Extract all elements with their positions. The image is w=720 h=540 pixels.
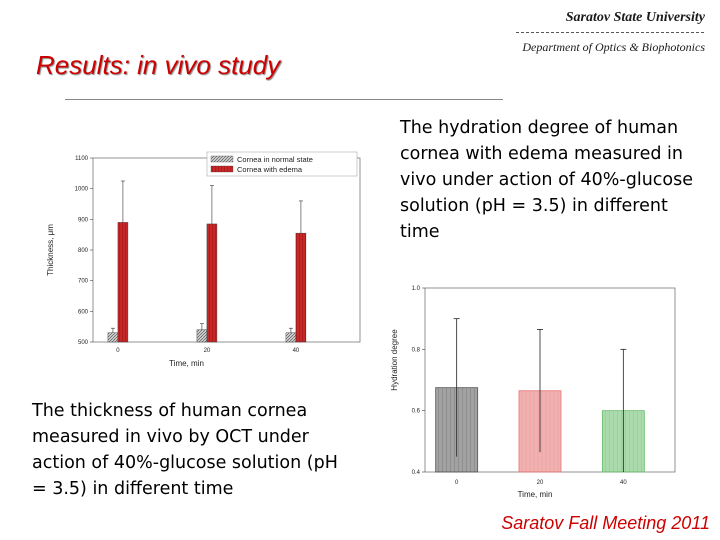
legend-label: Cornea with edema	[237, 165, 303, 174]
y-tick-label: 600	[78, 309, 89, 315]
department-name: Department of Optics & Biophotonics	[522, 40, 705, 54]
x-tick-label: 20	[537, 480, 544, 486]
header-divider	[516, 32, 704, 33]
bar-normal	[196, 329, 208, 343]
title-underline	[65, 99, 503, 100]
x-axis-label: Time, min	[169, 359, 204, 368]
x-tick-label: 40	[620, 480, 627, 486]
y-tick-label: 900	[78, 217, 89, 223]
y-axis-label: Thickness, μm	[46, 224, 55, 276]
slide-title: Results: in vivo study	[36, 50, 281, 80]
y-axis-label: Hydration degree	[390, 329, 399, 391]
hydration-description: The hydration degree of human cornea wit…	[400, 118, 694, 242]
plot-frame	[92, 157, 361, 343]
y-tick-label: 0.8	[412, 347, 421, 353]
y-tick-label: 500	[78, 340, 89, 346]
hydration-chart: 0.4 0.6 0.8 1.0 0 20 40 Time, min Hydration degr…	[390, 286, 676, 499]
y-tick-label: 1100	[75, 156, 89, 162]
y-tick-label: 1000	[75, 187, 89, 193]
footer-conference: Saratov Fall Meeting 2011	[501, 513, 710, 533]
bar-normal	[285, 332, 297, 343]
legend-label: Cornea in normal state	[237, 155, 313, 164]
x-tick-label: 20	[204, 348, 211, 354]
y-tick-label: 700	[78, 279, 89, 285]
x-tick-label: 0	[116, 348, 120, 354]
y-tick-label: 800	[78, 248, 89, 254]
y-tick-label: 0.6	[412, 409, 421, 415]
thickness-description: The thickness of human cornea measured i…	[32, 401, 338, 499]
bar-edema	[295, 232, 307, 343]
bar-normal	[107, 332, 119, 343]
y-tick-label: 0.4	[412, 470, 421, 476]
thickness-chart: 500 600 700 800 900 1000 1100 0 20 40 Time, min Thi…	[46, 151, 361, 368]
bar-edema	[206, 223, 218, 343]
x-axis-label: Time, min	[518, 490, 553, 499]
legend-swatch	[210, 165, 234, 173]
bar-edema	[117, 222, 129, 343]
x-tick-label: 40	[293, 348, 300, 354]
y-tick-label: 1.0	[412, 286, 421, 292]
x-tick-label: 0	[455, 480, 459, 486]
legend-swatch	[210, 155, 234, 163]
university-name: Saratov State University	[565, 10, 705, 25]
